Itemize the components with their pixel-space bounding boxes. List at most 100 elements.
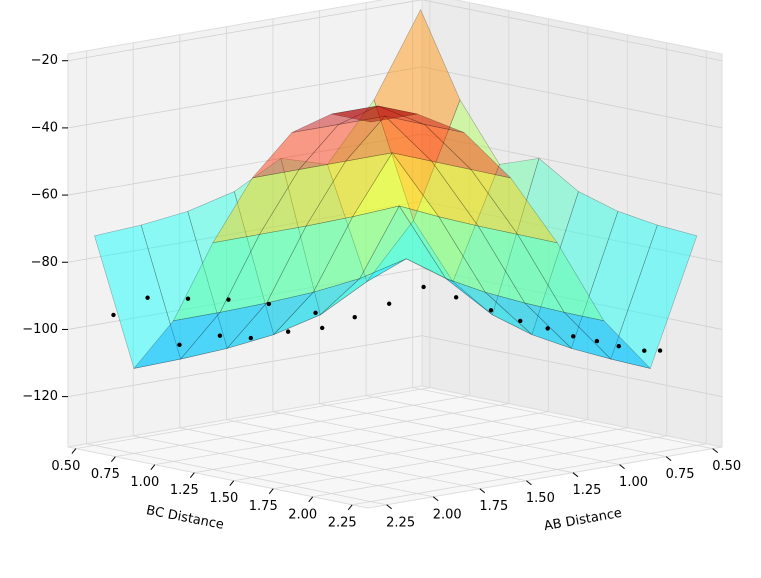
grid-line [67, 133, 723, 196]
trajectory [111, 284, 663, 353]
surface-patch [570, 210, 658, 360]
grid-line [273, 34, 628, 490]
x-tick [268, 488, 274, 495]
surface-patch [391, 152, 479, 227]
surface-patch [312, 205, 400, 293]
surface-patch [338, 105, 425, 125]
surface-patch [610, 224, 698, 369]
trajectory-point [226, 297, 231, 302]
y-tick-label: 2.00 [433, 507, 462, 522]
y-tick-label: 1.75 [479, 499, 508, 514]
grid-line [179, 34, 480, 490]
z-tick-label: −100 [22, 322, 58, 337]
surface-patch [445, 278, 533, 335]
x-tick [189, 472, 195, 478]
surface-patch [470, 169, 558, 244]
y-tick [712, 448, 718, 453]
grid-line [365, 2, 667, 458]
trajectory-point [185, 296, 191, 301]
x-tick-label: 1.00 [130, 475, 159, 490]
surface-patch [94, 224, 181, 369]
trajectory-point [285, 329, 291, 334]
surface-patch [438, 216, 526, 304]
trajectory-point [518, 318, 523, 324]
trajectory-point [217, 333, 223, 338]
trajectory-point [571, 334, 576, 339]
x-tick-label: 1.50 [209, 491, 238, 506]
surface-patch [523, 302, 612, 360]
grid-line [319, 10, 620, 466]
grid-line [67, 66, 723, 129]
x-tick [71, 448, 77, 454]
trajectory-point [352, 314, 357, 320]
x-tick-label: 0.75 [91, 467, 120, 482]
x-tick-label: 0.50 [51, 459, 80, 474]
trajectory-point [248, 335, 254, 341]
x-tick [110, 456, 116, 462]
z-tick-label: −20 [31, 53, 58, 68]
y-tick [665, 456, 672, 462]
x-tick [308, 496, 314, 503]
surface-patch [517, 233, 605, 322]
surface-patch [344, 115, 433, 162]
trajectory-point [313, 310, 318, 316]
trajectory-point [145, 295, 150, 300]
surface-patch [266, 216, 354, 304]
y-tick [479, 488, 486, 494]
surface-patch [320, 258, 407, 316]
trajectory-point [594, 338, 600, 344]
surface-patch [413, 99, 500, 283]
y-tick-label: 0.50 [712, 459, 741, 474]
grid-line [272, 18, 574, 474]
x-tick [150, 464, 156, 470]
trajectory-point [453, 295, 459, 300]
surface-patch [452, 157, 540, 316]
surface-patch [563, 311, 652, 369]
x-axis-label: BC Distance [145, 503, 225, 533]
surface-patch [187, 191, 275, 349]
grid-line [194, 18, 549, 474]
surface-patch [140, 210, 228, 360]
trajectory-point [111, 312, 116, 318]
surface-patch [398, 205, 487, 293]
z-tick-label: −60 [31, 188, 58, 203]
surface-patch [273, 278, 360, 335]
x-tick-label: 1.25 [170, 483, 199, 498]
z-tick-label: −40 [31, 120, 58, 135]
grid-line [86, 50, 387, 506]
surface-patch [298, 115, 386, 170]
surface-patch [359, 205, 447, 280]
surface-patch [212, 169, 300, 244]
trajectory-point [386, 301, 392, 306]
trajectory-point [616, 344, 621, 349]
trajectory-point [177, 342, 182, 348]
z-tick-label: −80 [31, 255, 58, 270]
surface-patch [179, 302, 268, 360]
surface-patch [430, 160, 519, 235]
grid-line [67, 0, 723, 62]
grid-line [115, 2, 470, 458]
grid-line [67, 200, 723, 263]
grid-line [132, 42, 434, 498]
y-axis-label: AB Distance [543, 506, 623, 534]
surface-patch [133, 311, 221, 369]
grid-line [352, 50, 707, 506]
y-tick-label: 2.25 [386, 515, 415, 530]
x-tick [229, 480, 235, 487]
surface-patch [352, 152, 440, 218]
surface-patch [251, 124, 340, 179]
grid-line [312, 42, 668, 498]
trajectory-point [642, 348, 647, 353]
y-tick-label: 0.75 [666, 467, 695, 482]
x-tick [347, 504, 353, 511]
surface-patch [219, 225, 307, 313]
grid-line [67, 268, 723, 330]
y-tick-label: 1.25 [572, 483, 601, 498]
grid [67, 0, 723, 506]
surface-patch [406, 258, 493, 316]
grid-line [225, 26, 527, 482]
surface-patch [305, 152, 393, 227]
z-tick-label: −120 [22, 389, 58, 404]
floor-pane [67, 385, 723, 509]
